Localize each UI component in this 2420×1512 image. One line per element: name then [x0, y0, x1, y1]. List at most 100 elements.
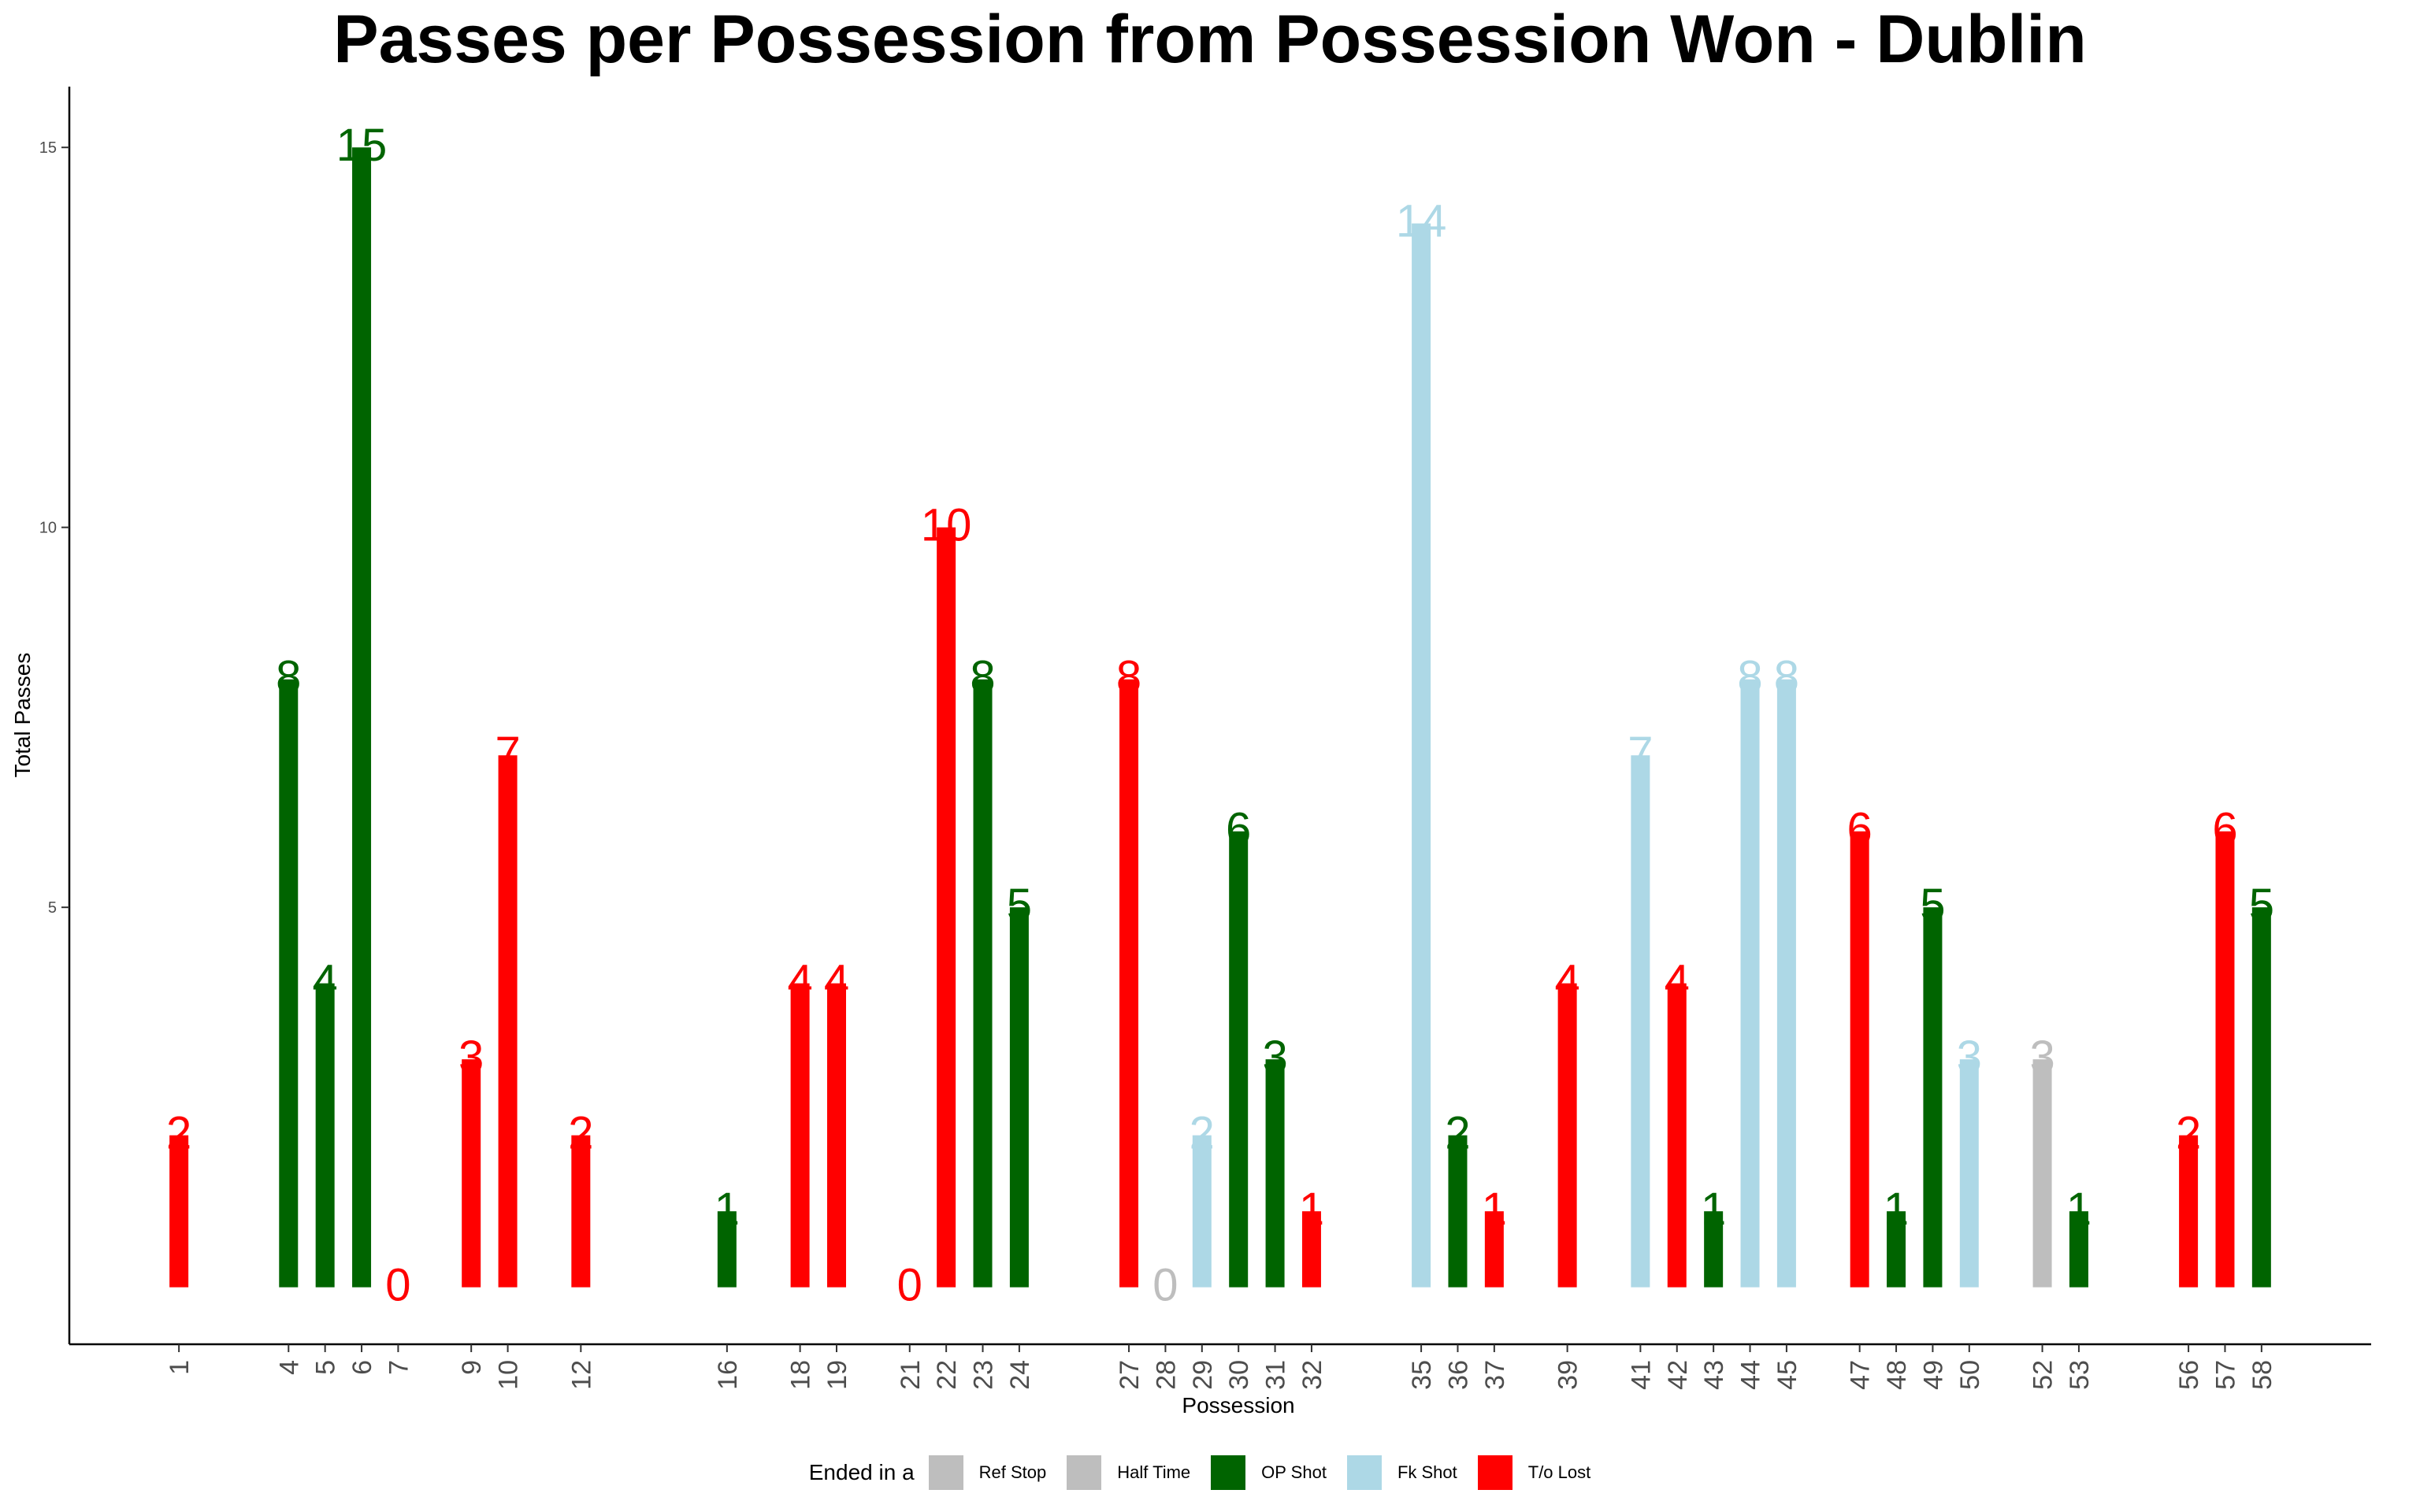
bar-value-label: 0	[385, 1260, 410, 1311]
x-tick-label: 50	[1955, 1360, 1985, 1390]
x-tick-label: 44	[1736, 1360, 1766, 1390]
bar-value-label: 4	[313, 956, 338, 1007]
bar-value-label: 6	[1226, 804, 1251, 855]
bar	[1009, 907, 1029, 1288]
y-ticks: 5 10 15	[39, 139, 69, 917]
bar-value-label: 1	[1482, 1184, 1507, 1235]
x-tick-label: 42	[1663, 1360, 1693, 1390]
bars	[169, 147, 2271, 1288]
bar-value-label: 8	[970, 652, 995, 703]
bar-value-label: 2	[568, 1108, 593, 1159]
x-tick-label: 58	[2247, 1360, 2277, 1390]
bar-value-label: 1	[2066, 1184, 2092, 1235]
x-tick-label: 43	[1699, 1360, 1729, 1390]
legend-item: OP Shot	[1211, 1455, 1327, 1490]
x-tick-label: 45	[1772, 1360, 1802, 1390]
bar	[1776, 679, 1796, 1288]
legend-label: Ref Stop	[978, 1462, 1047, 1482]
x-axis-title: Possession	[1182, 1393, 1294, 1418]
bar-value-label: 15	[336, 120, 388, 171]
bar-value-label: 2	[2176, 1108, 2201, 1159]
bar-value-label: 4	[824, 956, 849, 1007]
x-tick-label: 23	[969, 1360, 999, 1390]
x-tick-label: 52	[2028, 1360, 2058, 1390]
bar-value-label: 7	[1628, 728, 1653, 779]
bar-value-label: 4	[1554, 956, 1579, 1007]
bar	[279, 679, 299, 1288]
bar	[1192, 1135, 1212, 1288]
legend-label: OP Shot	[1261, 1462, 1327, 1482]
bar-value-label: 3	[1957, 1032, 1982, 1083]
bar-value-label: 5	[2249, 880, 2274, 931]
bar-value-label: 2	[1445, 1108, 1470, 1159]
bar-value-label: 7	[495, 728, 520, 779]
bar	[2179, 1135, 2199, 1288]
x-tick-label: 47	[1846, 1360, 1876, 1390]
bar-value-label: 10	[921, 500, 972, 551]
legend-key	[1211, 1455, 1246, 1490]
bar-value-label: 6	[1847, 804, 1873, 855]
bar	[1631, 755, 1650, 1288]
bar	[973, 679, 993, 1288]
bar	[790, 983, 810, 1288]
bar	[1850, 831, 1869, 1288]
bar	[2069, 1211, 2088, 1288]
bar-value-label: 6	[2212, 804, 2237, 855]
bar	[2032, 1059, 2052, 1288]
legend-item: Ref Stop	[928, 1455, 1047, 1490]
x-tick-label: 48	[1882, 1360, 1912, 1390]
bar	[1484, 1211, 1504, 1288]
bar	[2251, 907, 2271, 1288]
legend-key	[1067, 1455, 1102, 1490]
bar	[1923, 907, 1943, 1288]
legend: Ended in a Ref Stop Half Time OP Shot Fk Sh…	[0, 1449, 2420, 1496]
bar-value-label: 1	[1299, 1184, 1324, 1235]
x-tick-label: 4	[274, 1360, 304, 1375]
bar	[1667, 983, 1687, 1288]
x-tick-label: 32	[1297, 1360, 1327, 1390]
bar	[1229, 831, 1249, 1288]
y-tick-label: 15	[39, 139, 57, 157]
bar-value-label: 2	[1190, 1108, 1215, 1159]
legend-key	[1477, 1455, 1512, 1490]
x-tick-label: 27	[1115, 1360, 1145, 1390]
x-tick-label: 56	[2174, 1360, 2204, 1390]
x-tick-label: 19	[822, 1360, 852, 1390]
y-tick-label: 10	[39, 520, 57, 537]
x-tick-label: 57	[2210, 1360, 2240, 1390]
legend-label: T/o Lost	[1527, 1462, 1591, 1482]
x-tick-label: 7	[384, 1360, 414, 1375]
bar	[1301, 1211, 1321, 1288]
x-tick-label: 31	[1261, 1360, 1291, 1390]
bar	[1265, 1059, 1285, 1288]
x-tick-label: 12	[566, 1360, 596, 1390]
x-tick-label: 24	[1005, 1360, 1035, 1390]
chart-title: Passes per Possession from Possession Wo…	[333, 2, 2087, 77]
x-tick-label: 37	[1480, 1360, 1510, 1390]
x-tick-label: 28	[1151, 1360, 1181, 1390]
legend-key	[1346, 1455, 1382, 1490]
bar	[717, 1211, 737, 1288]
bar-value-label: 4	[787, 956, 812, 1007]
bar-value-label: 0	[897, 1260, 922, 1311]
bar	[937, 527, 956, 1288]
bar-value-label: 8	[1774, 652, 1799, 703]
bar	[1740, 679, 1760, 1288]
bar-value-label: 3	[2029, 1032, 2054, 1083]
x-tick-label: 30	[1224, 1360, 1254, 1390]
x-tick-label: 22	[932, 1360, 962, 1390]
bar-value-label: 1	[1701, 1184, 1726, 1235]
bar	[169, 1135, 189, 1288]
x-ticks: 1 4 5 6 7 9 10 12 16 18 19 21 22 23 24 27 28 29 30 31 32 35 36…	[165, 1344, 2277, 1390]
bar	[315, 983, 335, 1288]
bar-value-label: 8	[276, 652, 301, 703]
legend-label: Fk Shot	[1397, 1462, 1457, 1482]
bar	[1887, 1211, 1906, 1288]
x-tick-label: 29	[1188, 1360, 1218, 1390]
legend-title: Ended in a	[808, 1460, 915, 1484]
bar	[1959, 1059, 1979, 1288]
bar	[827, 983, 846, 1288]
bar	[1448, 1135, 1468, 1288]
